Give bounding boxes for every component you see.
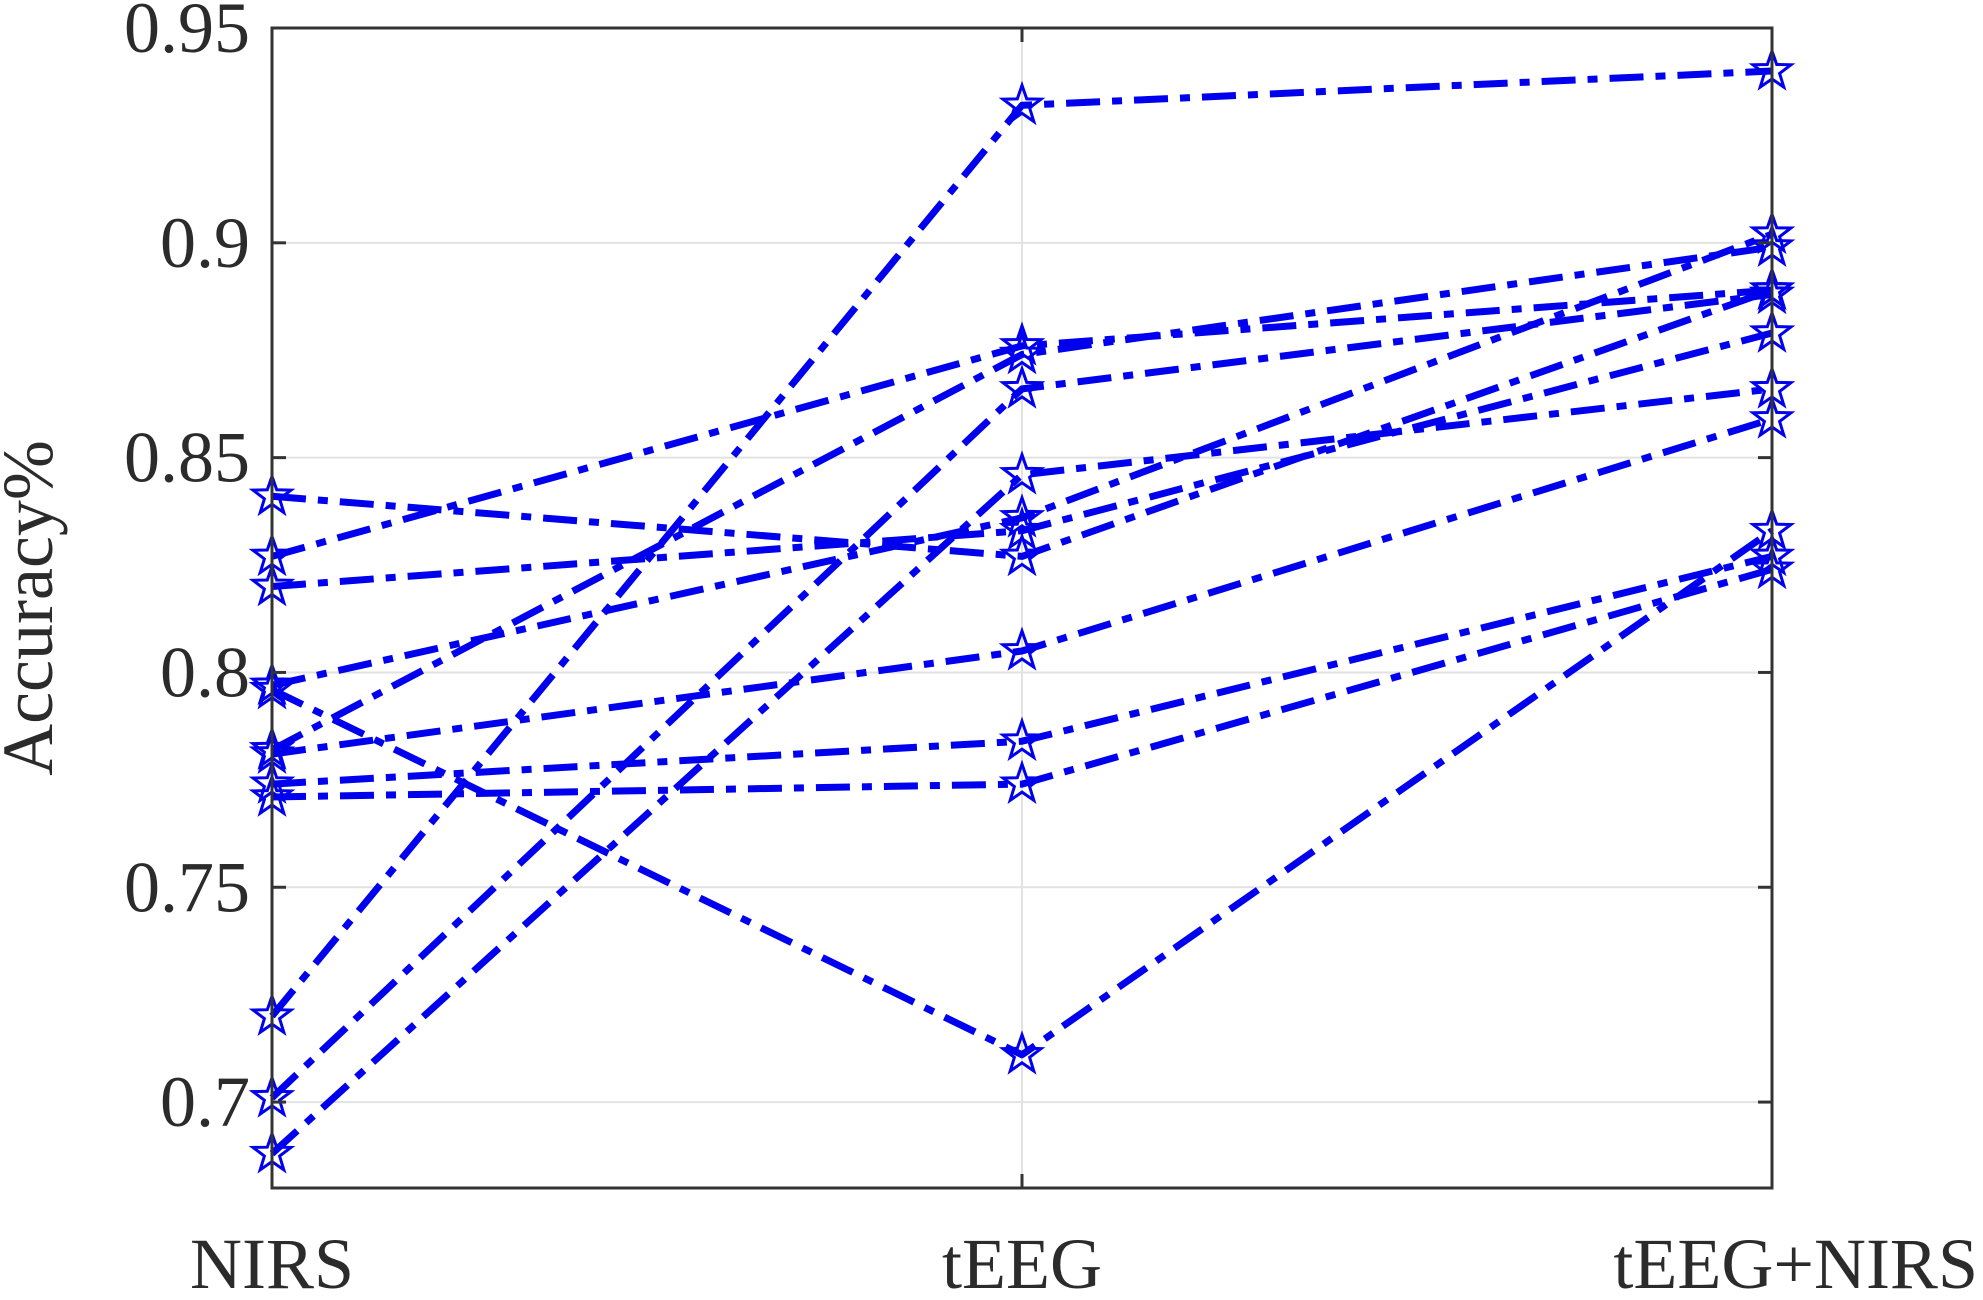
data-point-marker xyxy=(998,364,1046,409)
series-line xyxy=(271,415,1774,758)
data-point-marker xyxy=(998,329,1046,375)
x-tick-label: tEEG+NIRS xyxy=(1613,1224,1978,1300)
y-tick-label: 0.75 xyxy=(124,847,250,927)
y-tick-label: 0.9 xyxy=(160,203,250,283)
data-point-marker xyxy=(998,759,1046,805)
y-axis-label: Accuracy% xyxy=(0,440,68,776)
series-line xyxy=(271,286,1774,560)
data-point-marker xyxy=(998,626,1046,671)
y-tick-label: 0.95 xyxy=(124,0,250,68)
data-point-marker xyxy=(998,493,1046,538)
series-line xyxy=(271,286,1773,560)
y-tick-label: 0.85 xyxy=(124,418,250,498)
series-line xyxy=(271,565,1773,801)
series-line xyxy=(269,290,1773,1101)
series-line xyxy=(271,329,1773,590)
x-tick-label: tEEG xyxy=(942,1224,1102,1300)
data-point-marker xyxy=(998,716,1046,762)
data-point-marker xyxy=(998,450,1046,495)
data-point-marker xyxy=(998,80,1046,126)
x-tick-label: NIRS xyxy=(190,1224,354,1300)
series-line xyxy=(269,385,1773,1157)
series-line xyxy=(270,243,1773,753)
series-line xyxy=(269,67,1773,1019)
data-point-marker xyxy=(998,1030,1046,1075)
series-9 xyxy=(248,531,1796,805)
y-tick-label: 0.7 xyxy=(160,1062,250,1142)
series-layer xyxy=(248,46,1796,1174)
series-line xyxy=(271,230,1774,689)
series-line xyxy=(271,553,1773,788)
grid-lines xyxy=(272,27,1772,1188)
y-tick-label: 0.8 xyxy=(160,632,250,712)
series-line xyxy=(270,527,1775,1059)
axis-ticks: 0.7 0.75 0.8 0.85 0.9 0.95 NIRS tEEG tEEG+NIRS xyxy=(124,0,1978,1300)
